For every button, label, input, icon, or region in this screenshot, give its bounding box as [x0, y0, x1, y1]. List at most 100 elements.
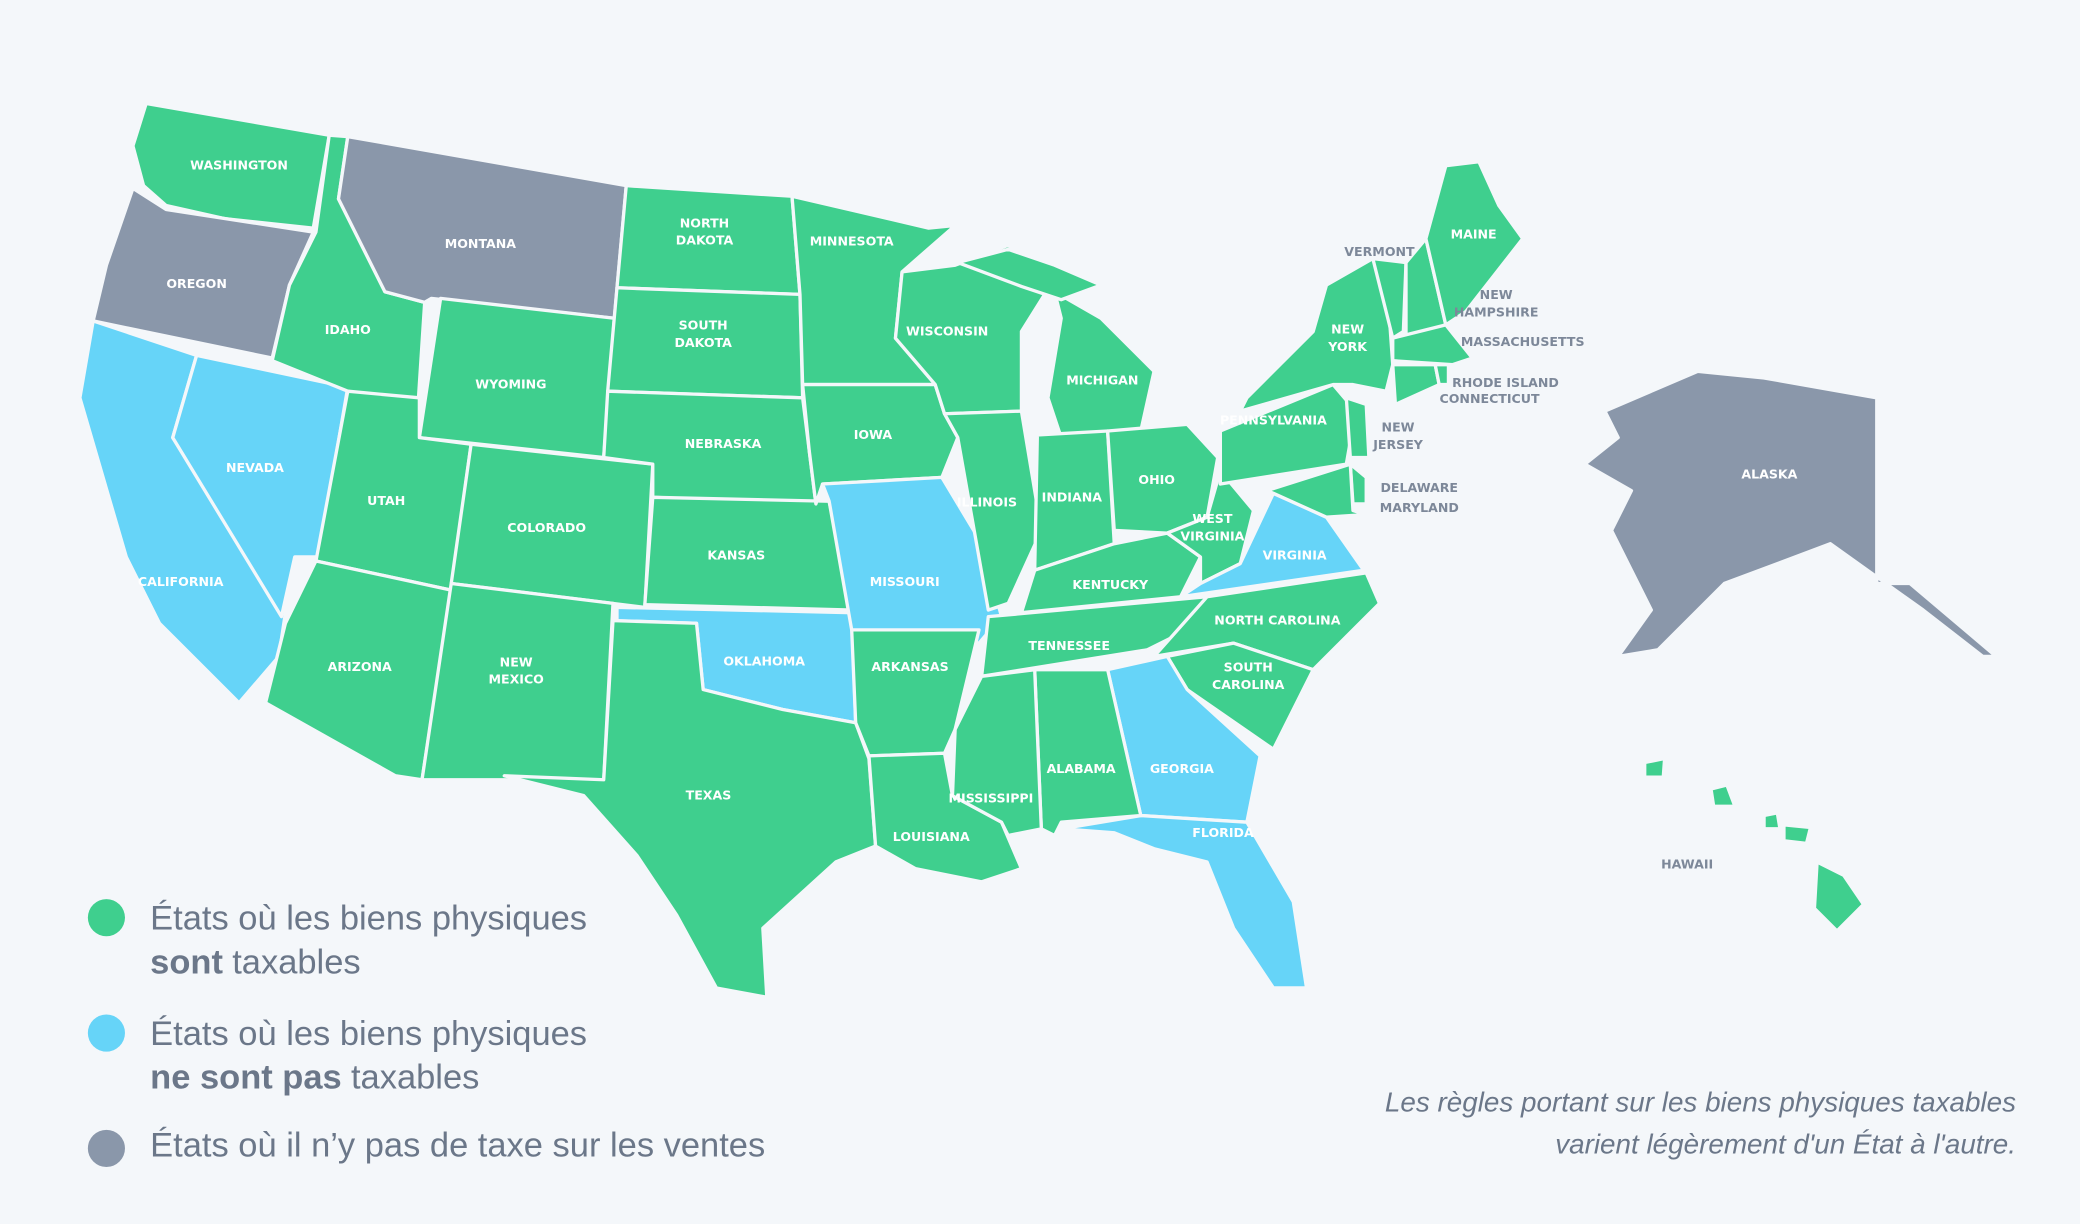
- state: [1371, 256, 1408, 340]
- state-label: OREGON: [166, 276, 227, 291]
- state: [867, 751, 1024, 884]
- state-label-line: PENNSYLVANIA: [1220, 412, 1327, 427]
- state-label-line: NORTH: [680, 215, 729, 230]
- state-label-line: ALASKA: [1741, 467, 1797, 482]
- state: [502, 618, 878, 999]
- state: [1165, 469, 1256, 586]
- state: [942, 409, 1043, 612]
- state-label: MAINE: [1451, 227, 1497, 242]
- state-label-line: CAROLINA: [1212, 677, 1285, 692]
- state-label-line: MEXICO: [488, 672, 544, 687]
- state-label-line: MASSACHUSETTS: [1461, 334, 1585, 349]
- state-label-line: MISSISSIPPI: [949, 790, 1034, 805]
- state-label-line: CALIFORNIA: [138, 574, 224, 589]
- legend-text: ne sont pas taxables: [150, 1059, 479, 1097]
- state-label: CONNECTICUT: [1440, 391, 1541, 406]
- state: [950, 668, 1043, 838]
- state-label: NEBRASKA: [685, 436, 762, 451]
- state-label-line: OKLAHOMA: [723, 654, 805, 669]
- state-label-line: INDIANA: [1042, 489, 1103, 504]
- state-label-line: ILLINOIS: [957, 495, 1017, 510]
- state-label: OKLAHOMA: [723, 654, 805, 669]
- note-line: varient légèrement d'un État à l'autre.: [1555, 1129, 2016, 1160]
- state-label: IDAHO: [325, 322, 371, 337]
- state-label-line: RHODE ISLAND: [1452, 375, 1559, 390]
- state: [1059, 813, 1309, 990]
- state-label-line: GEORGIA: [1150, 761, 1214, 776]
- state-label-line: WYOMING: [475, 377, 546, 392]
- state-label-line: DAKOTA: [674, 335, 732, 350]
- state-label: GEORGIA: [1150, 761, 1214, 776]
- state-label: WISCONSIN: [906, 324, 988, 339]
- state: [1265, 462, 1368, 519]
- state-label-line: WEST: [1192, 511, 1233, 526]
- state-label-line: ARIZONA: [328, 659, 392, 674]
- state-label-line: DELAWARE: [1380, 480, 1458, 495]
- state-label: MASSACHUSETTS: [1461, 334, 1585, 349]
- state-label-line: NEBRASKA: [685, 436, 762, 451]
- state-label: VIRGINIA: [1263, 548, 1327, 563]
- state-label: MARYLAND: [1380, 500, 1459, 515]
- state-label-line: KENTUCKY: [1072, 577, 1149, 592]
- state-label: NORTH CAROLINA: [1214, 613, 1340, 628]
- legend-swatch: [87, 1014, 125, 1052]
- state-label: OHIO: [1138, 472, 1175, 487]
- state-label-line: ALABAMA: [1047, 761, 1116, 776]
- state-label-line: DAKOTA: [676, 233, 734, 248]
- state-label-line: WASHINGTON: [190, 158, 288, 173]
- legend-rest: taxables: [351, 1059, 479, 1097]
- state: [1782, 823, 1813, 846]
- legend-bold: ne sont pas: [150, 1059, 342, 1097]
- state-label-line: JERSEY: [1372, 437, 1424, 452]
- state-label: NEW HAMPSHIRE: [1454, 287, 1539, 319]
- state-label: UTAH: [367, 493, 405, 508]
- legend-text: États où les biens physiques: [150, 899, 587, 938]
- state-label: SOUTH DAKOTA: [674, 318, 732, 350]
- state-label: MONTANA: [445, 236, 517, 251]
- state-label-line: YORK: [1327, 339, 1368, 354]
- state-label-line: WISCONSIN: [906, 324, 988, 339]
- note-line: Les règles portant sur les biens physiqu…: [1385, 1086, 2016, 1117]
- state-label-line: FLORIDA: [1192, 825, 1254, 840]
- state-label-line: TEXAS: [686, 788, 732, 803]
- state-label: LOUISIANA: [893, 829, 970, 844]
- state-label: MISSISSIPPI: [949, 790, 1034, 805]
- state-label-line: MARYLAND: [1380, 500, 1459, 515]
- legend-text: États où il n’y pas de taxe sur les vent…: [150, 1125, 765, 1164]
- legend-text: États où les biens physiques: [150, 1014, 587, 1053]
- state-label: TENNESSEE: [1028, 638, 1110, 653]
- legend-swatch: [87, 1129, 125, 1167]
- state-label: ARIZONA: [328, 659, 392, 674]
- state-label-line: NEW: [1480, 287, 1513, 302]
- state-label: ALASKA: [1741, 467, 1797, 482]
- state-label-line: VIRGINIA: [1263, 548, 1327, 563]
- states: [78, 101, 1998, 999]
- state-label: MICHIGAN: [1066, 373, 1138, 388]
- state-label: NEW JERSEY: [1372, 420, 1424, 452]
- state: [1433, 363, 1451, 387]
- state-label-line: MISSOURI: [870, 574, 940, 589]
- state-label: CALIFORNIA: [138, 574, 224, 589]
- state-label: INDIANA: [1042, 489, 1103, 504]
- state-label: KENTUCKY: [1072, 577, 1149, 592]
- state-label-line: NEW: [500, 654, 533, 669]
- state-labels: WASHINGTON OREGON CALIFORNIA NEVADA IDAHO MON…: [138, 158, 1798, 872]
- legend-swatch: [87, 899, 125, 937]
- state-label: MINNESOTA: [810, 233, 894, 248]
- state-label: PENNSYLVANIA: [1220, 412, 1327, 427]
- state: [1424, 160, 1525, 327]
- state-label: WYOMING: [475, 377, 546, 392]
- state-label-line: IDAHO: [325, 322, 371, 337]
- state-label-line: NEW: [1382, 420, 1415, 435]
- state-label: RHODE ISLAND: [1452, 375, 1559, 390]
- state-label-line: MONTANA: [445, 236, 517, 251]
- state-label-line: KANSAS: [707, 548, 765, 563]
- state-label-line: LOUISIANA: [893, 829, 970, 844]
- state: [1643, 756, 1667, 779]
- state-label: NEVADA: [226, 460, 284, 475]
- state-label-line: UTAH: [367, 493, 405, 508]
- state: [1762, 811, 1782, 831]
- state-label-line: ARKANSAS: [871, 659, 948, 674]
- state: [956, 247, 1103, 302]
